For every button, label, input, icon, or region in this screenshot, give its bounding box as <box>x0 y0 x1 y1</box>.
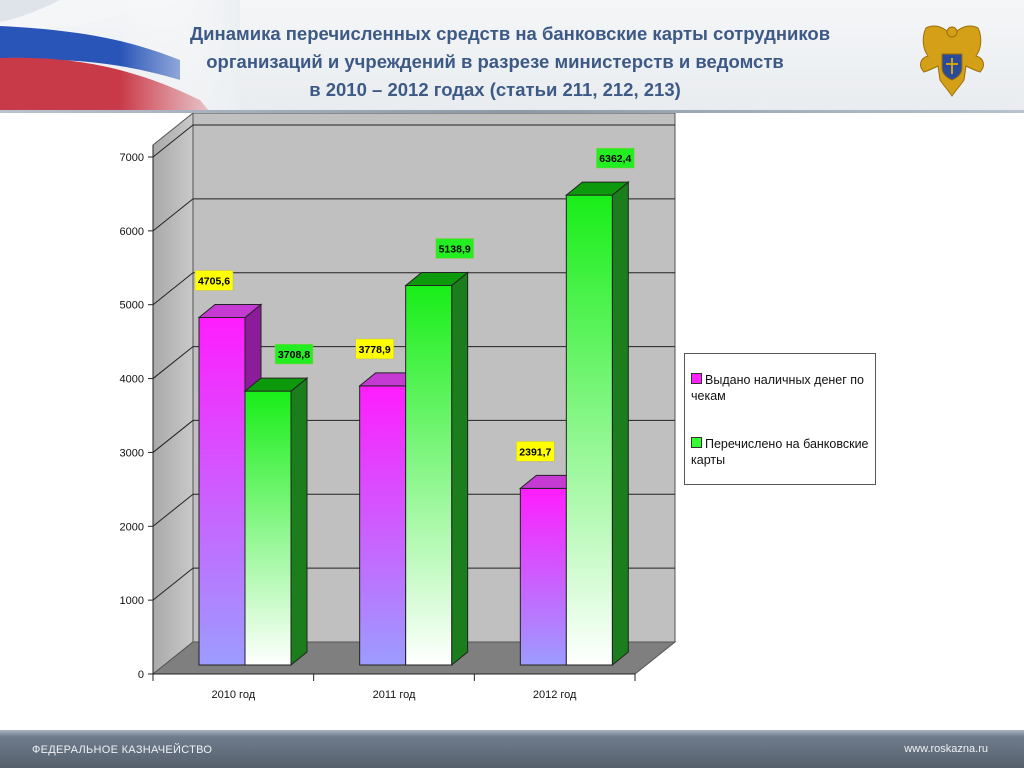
gridline <box>152 493 675 527</box>
chart-axes: 0 1000 2000 3000 4000 5000 6000 7000 2010 год 201… <box>120 145 636 701</box>
x-category-label: 2012 год <box>533 689 577 701</box>
data-label: 3708,8 <box>278 349 310 361</box>
y-tick-label: 2000 <box>120 521 144 533</box>
y-tick-label: 0 <box>138 669 144 681</box>
legend-label: Перечислено на банковские карты <box>691 437 869 467</box>
data-label-box <box>194 270 234 291</box>
data-label: 3778,9 <box>359 344 391 356</box>
legend-item-cash: Выдано наличных денег по чекам <box>691 372 873 404</box>
header-divider <box>0 110 1024 113</box>
slide-footer: ФЕДЕРАЛЬНОЕ КАЗНАЧЕЙСТВО www.roskazna.ru <box>0 730 1024 768</box>
bar-side <box>611 181 629 667</box>
chart-legend: Выдано наличных денег по чекам Перечисле… <box>684 353 876 485</box>
gridline <box>152 198 675 232</box>
legend-swatch <box>691 437 702 448</box>
russian-flag-decoration <box>0 0 240 112</box>
data-label-box <box>274 343 314 365</box>
gridline <box>152 346 675 379</box>
gridline <box>152 124 675 158</box>
y-tick-label: 1000 <box>120 595 144 607</box>
bar-side <box>290 377 308 667</box>
chart-area: 0 1000 2000 3000 4000 5000 6000 7000 2010 год 201… <box>0 113 1024 730</box>
chart-bars <box>197 181 630 667</box>
y-tick-label: 6000 <box>120 226 144 238</box>
double-headed-eagle-emblem <box>920 25 984 97</box>
legend-item-cards: Перечислено на банковские карты <box>691 436 873 468</box>
slide-header: Динамика перечисленных средств на банков… <box>0 0 1024 113</box>
gridline <box>152 419 675 453</box>
data-label: 4705,6 <box>198 275 230 287</box>
bar <box>519 487 567 666</box>
bar <box>244 390 292 666</box>
data-label: 5138,9 <box>439 243 471 255</box>
gridline <box>152 272 675 306</box>
title-line: Динамика перечисленных средств на банков… <box>190 23 831 44</box>
chart-gridlines <box>152 124 675 601</box>
data-label: 2391,7 <box>519 446 551 458</box>
bar-side <box>451 271 469 667</box>
footer-website-link[interactable]: www.roskazna.ru <box>904 743 988 755</box>
bar-top <box>197 303 263 318</box>
title-line: организаций и учреждений в разрезе минис… <box>206 51 784 72</box>
bar-top <box>243 377 309 392</box>
y-tick-label: 5000 <box>120 300 144 312</box>
bar <box>198 316 246 666</box>
bar-top <box>564 181 630 196</box>
y-tick-label: 4000 <box>120 374 144 386</box>
y-tick-label: 3000 <box>120 447 144 459</box>
data-label-box <box>435 238 474 259</box>
data-label-box <box>516 441 555 462</box>
chart-labels: 4705,6 3708,8 3778,9 5138,9 2391,7 6362,4 <box>194 147 635 462</box>
gridline <box>152 567 675 601</box>
data-label: 6362,4 <box>599 153 631 165</box>
title-line: в 2010 – 2012 годах (статьи 211, 212, 21… <box>309 79 681 100</box>
x-category-label: 2010 год <box>212 689 256 701</box>
page-title: Динамика перечисленных средств на банков… <box>190 20 831 104</box>
bar <box>405 284 453 666</box>
chart-side-wall <box>152 113 194 676</box>
legend-swatch <box>691 373 702 384</box>
bar <box>359 385 407 666</box>
legend-label: Выдано наличных денег по чекам <box>691 373 865 403</box>
footer-org-name: ФЕДЕРАЛЬНОЕ КАЗНАЧЕЙСТВО <box>32 744 213 756</box>
bar-top <box>404 271 470 286</box>
data-label-box <box>596 147 635 169</box>
x-category-label: 2011 год <box>373 689 416 701</box>
bar-chart: 0 1000 2000 3000 4000 5000 6000 7000 2010 год 201… <box>120 113 677 701</box>
y-tick-label: 7000 <box>120 152 144 164</box>
data-label-box <box>355 338 394 360</box>
bar <box>565 194 613 666</box>
